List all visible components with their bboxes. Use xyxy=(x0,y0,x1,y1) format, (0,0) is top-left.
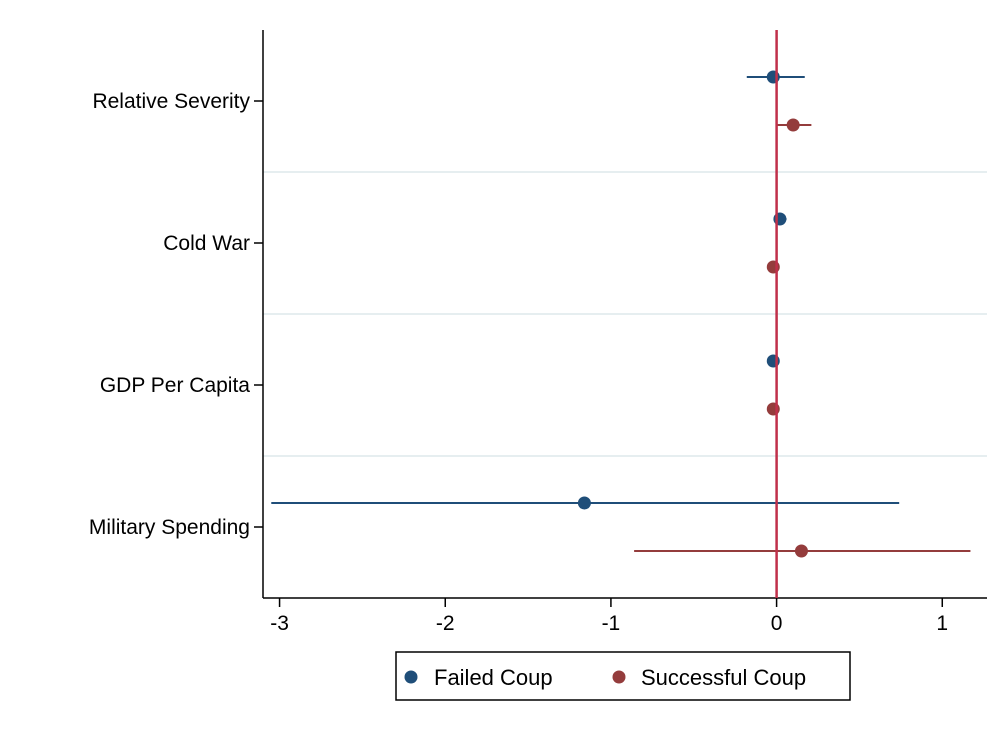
x-tick-label: 0 xyxy=(771,612,783,635)
point-estimate xyxy=(794,544,808,558)
x-tick-label: -1 xyxy=(602,612,621,635)
x-tick-label: -2 xyxy=(436,612,455,635)
point-estimate xyxy=(786,118,800,132)
y-category-label: Relative Severity xyxy=(92,90,250,113)
y-category-label: Cold War xyxy=(163,232,250,255)
point-estimate xyxy=(577,496,591,510)
y-category-label: GDP Per Capita xyxy=(100,374,250,397)
marks-layer xyxy=(271,30,971,598)
x-tick-label: 1 xyxy=(936,612,948,635)
legend-label: Failed Coup xyxy=(434,665,553,690)
axes-layer: Relative Severity Cold War GDP Per Capita M… xyxy=(89,30,987,635)
legend-label: Successful Coup xyxy=(641,665,806,690)
y-category-label: Military Spending xyxy=(89,516,250,539)
legend-marker xyxy=(612,670,626,684)
grid-layer xyxy=(263,171,987,457)
x-tick-label: -3 xyxy=(270,612,289,635)
legend: Failed Coup Successful Coup xyxy=(395,651,851,701)
legend-marker xyxy=(404,670,418,684)
